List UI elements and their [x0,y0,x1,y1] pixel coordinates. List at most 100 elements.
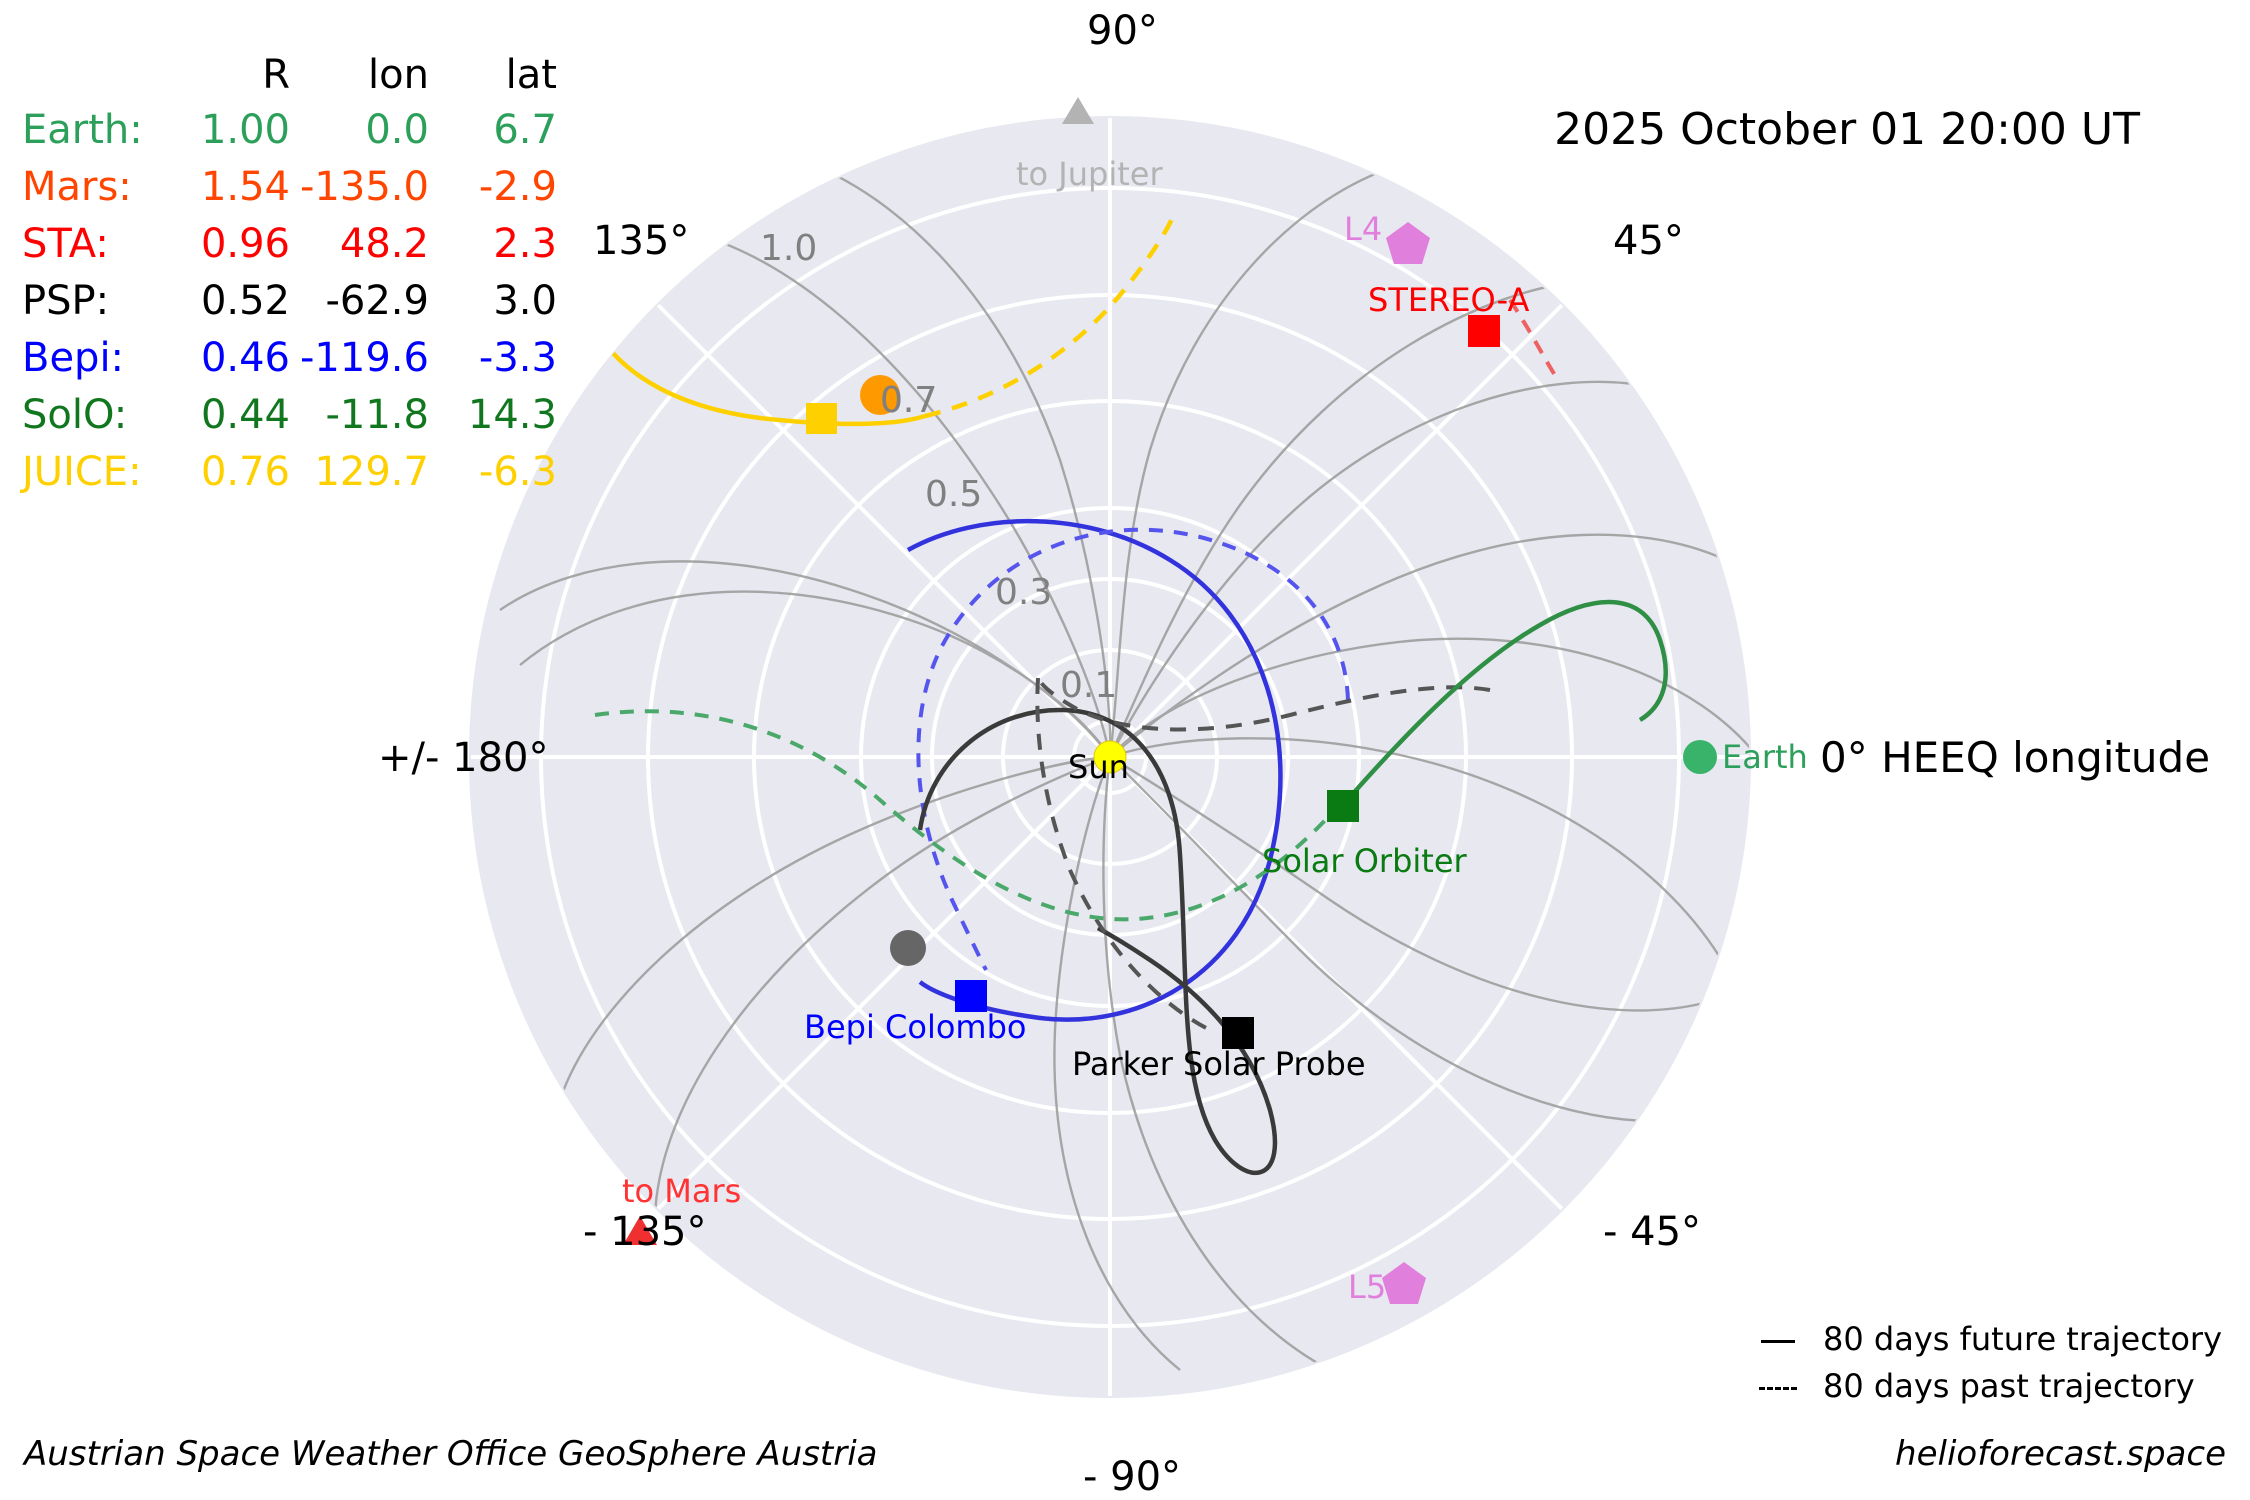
heeq-longitude-label: 0° HEEQ longitude [1820,733,2211,782]
row-name: Earth: [22,107,143,153]
trajectory-psp-past-2 [1035,677,1211,1032]
row-lat: 3.0 [493,278,557,324]
footer-attribution: Austrian Space Weather Office GeoSphere … [24,1434,878,1474]
row-r: 1.00 [200,107,290,153]
bepi-colombo-marker[interactable] [955,980,987,1012]
radial-label-1-0: 1.0 [760,228,818,269]
angle-label-180: +/- 180° [378,735,549,781]
header-blank [22,52,172,102]
legend-label-future: 80 days future trajectory [1823,1320,2222,1358]
parker-solar-probe-label: Parker Solar Probe [1072,1045,1366,1083]
radial-label-0-1: 0.1 [1060,665,1118,706]
radial-label-0-7: 0.7 [880,380,938,421]
legend-row-future: 80 days future trajectory [1755,1320,2222,1358]
parker-solar-probe-marker[interactable] [1222,1017,1254,1049]
grid-group [470,117,1750,1397]
to-jupiter-label: to Jupiter [1016,155,1163,193]
table-row: SolO: 0.44 -11.8 14.3 [22,387,567,444]
row-lon: 0.0 [365,107,429,153]
row-lat: 14.3 [467,392,557,438]
row-name: STA: [22,221,109,267]
positions-table: R lon lat Earth: 1.00 0.0 6.7 Mars: 1.54… [22,52,567,501]
row-r: 0.44 [200,392,290,438]
row-r: 0.52 [200,278,290,324]
venus-marker[interactable] [860,375,900,415]
l4-label: L4 [1344,210,1383,248]
solid-line-icon [1755,1320,1801,1358]
earth-label: Earth [1722,738,1808,776]
mercury-marker[interactable] [890,930,926,966]
l5-marker[interactable] [1382,1262,1426,1304]
header-r: R [262,52,290,98]
angle-label-m45: - 45° [1603,1209,1702,1255]
to-mars-arrow-icon [623,1216,657,1245]
juice-marker[interactable] [806,403,837,434]
l4-marker[interactable] [1386,222,1430,264]
trajectory-juice-past [924,211,1178,419]
table-row: STA: 0.96 48.2 2.3 [22,216,567,273]
row-name: Mars: [22,164,132,210]
l5-label: L5 [1348,1268,1387,1306]
row-r: 0.76 [200,449,290,495]
row-lon: 129.7 [314,449,429,495]
table-row: Mars: 1.54 -135.0 -2.9 [22,159,567,216]
row-name: SolO: [22,392,128,438]
polar-disk-outline [469,116,1751,1398]
stereo-a-label: STEREO-A [1368,281,1530,319]
table-row: JUICE: 0.76 129.7 -6.3 [22,444,567,501]
solar-orbiter-marker[interactable] [1327,790,1359,822]
row-r: 0.46 [200,335,290,381]
trajectory-solo-past [594,709,1332,922]
row-lon: -135.0 [300,164,429,210]
earth-marker[interactable] [1683,740,1717,774]
to-jupiter-arrow-icon [1062,97,1094,124]
radial-label-0-5: 0.5 [925,474,983,515]
trajectory-stereoa-past [1508,298,1560,382]
row-lat: 2.3 [493,221,557,267]
row-lat: -2.9 [478,164,557,210]
row-name: PSP: [22,278,110,324]
trajectory-bepi-future [906,518,1283,1022]
venus-radial-annotation: 0.7 [880,380,938,421]
row-lon: -119.6 [300,335,429,381]
angle-label-m135: - 135° [583,1209,707,1255]
trajectory-solo-future [1340,599,1668,808]
table-row: Bepi: 0.46 -119.6 -3.3 [22,330,567,387]
row-lon: -11.8 [325,392,429,438]
row-lat: -6.3 [478,449,557,495]
table-row: PSP: 0.52 -62.9 3.0 [22,273,567,330]
table-row: Earth: 1.00 0.0 6.7 [22,102,567,159]
sun-marker[interactable] [1093,740,1127,774]
dashed-line-icon [1755,1367,1801,1405]
trajectory-psp-future [917,707,1278,1176]
row-lat: 6.7 [493,107,557,153]
header-lat: lat [505,52,557,98]
angle-label-45: 45° [1613,218,1684,264]
angle-label-m90: - 90° [1083,1454,1182,1500]
row-lat: -3.3 [478,335,557,381]
date-title: 2025 October 01 20:00 UT [1554,104,2140,155]
radial-label-0-3: 0.3 [995,572,1053,613]
header-lon: lon [368,52,429,98]
row-name: Bepi: [22,335,125,381]
legend-label-past: 80 days past trajectory [1823,1367,2195,1405]
legend-row-past: 80 days past trajectory [1755,1367,2222,1405]
row-lon: 48.2 [339,221,429,267]
sun-label: Sun [1068,748,1129,786]
solar-orbiter-label: Solar Orbiter [1262,842,1467,880]
bepi-colombo-label: Bepi Colombo [804,1008,1027,1046]
row-r: 0.96 [200,221,290,267]
trajectory-psp-past [1036,677,1491,732]
trajectory-legend: 80 days future trajectory 80 days past t… [1755,1311,2222,1414]
row-lon: -62.9 [325,278,429,324]
stereo-a-marker[interactable] [1468,315,1500,347]
angle-label-90: 90° [1087,8,1158,54]
footer-website: helioforecast.space [1895,1434,2226,1474]
parker-spiral-lines [499,158,1750,1377]
trajectory-bepi-past [916,527,1350,971]
angle-label-135: 135° [593,218,690,264]
row-r: 1.54 [200,164,290,210]
table-header-row: R lon lat [22,52,567,102]
